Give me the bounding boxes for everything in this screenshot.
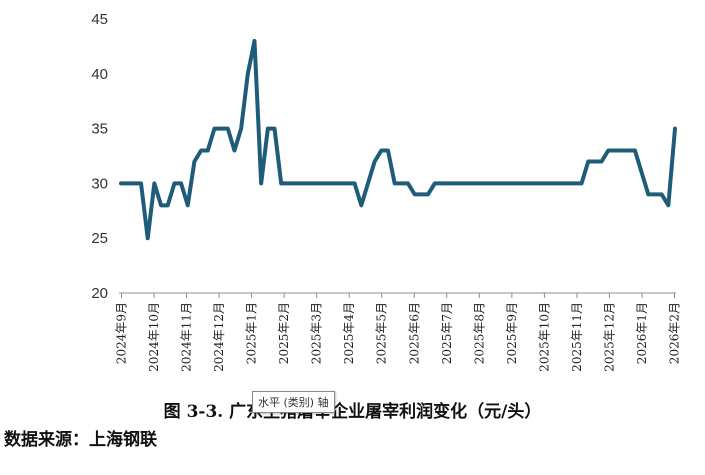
x-tick-label: 2025年1月 (245, 302, 259, 364)
y-tick-label: 25 (91, 230, 108, 247)
y-tick-label: 40 (91, 66, 108, 83)
x-tick-label: 2025年11月 (570, 302, 584, 372)
y-tick-label: 30 (91, 175, 108, 192)
x-tick-label: 2025年8月 (472, 302, 486, 364)
x-tick-label: 2025年7月 (440, 302, 454, 364)
chart-caption: 图 3-3. 广东生猪屠宰企业屠宰利润变化（元/头） (163, 402, 542, 422)
y-tick-label: 20 (91, 285, 108, 302)
x-tick-label: 2025年12月 (602, 302, 616, 372)
x-tick-label: 2025年9月 (505, 302, 519, 364)
series-line (119, 38, 677, 241)
x-tick-label: 2024年9月 (115, 302, 129, 364)
x-tick-label: 2026年1月 (635, 302, 649, 364)
axis-tooltip: 水平 (类别) 轴 (252, 391, 335, 413)
y-tick-label: 45 (91, 11, 108, 28)
x-tick-label: 2024年12月 (212, 302, 226, 372)
x-tick-label: 2025年6月 (407, 302, 421, 364)
x-tick-label: 2025年10月 (537, 302, 551, 372)
x-tick-label: 2025年4月 (342, 302, 356, 364)
profit-line-chart: 20 25 30 35 40 45 2024年9月 2024年10月 2024年11月 2024年… (91, 11, 682, 372)
x-tick-label: 2024年10月 (147, 302, 161, 372)
x-tick-label: 2025年5月 (375, 302, 389, 364)
data-source: 数据来源：上海钢联 (4, 430, 157, 450)
x-tick-label: 2026年2月 (668, 302, 682, 364)
x-tick-label: 2025年3月 (310, 302, 324, 364)
x-tick-label: 2024年11月 (180, 302, 194, 372)
x-tick-label: 2025年2月 (277, 302, 291, 364)
y-tick-label: 35 (91, 121, 108, 138)
